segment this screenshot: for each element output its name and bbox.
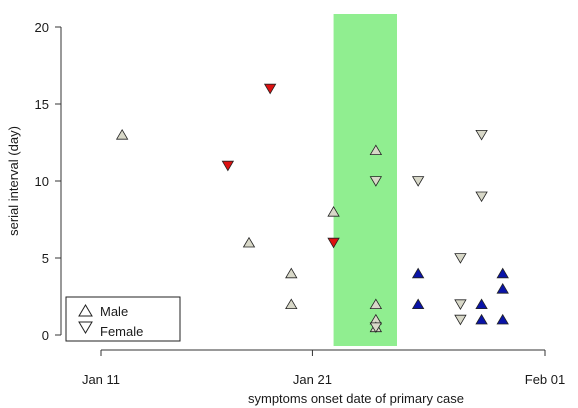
data-points — [115, 83, 509, 334]
female-point — [327, 237, 340, 249]
y-tick-label: 10 — [35, 174, 49, 189]
male-point — [242, 236, 256, 248]
female-point — [369, 322, 383, 334]
x-tick-label: Jan 21 — [293, 372, 332, 387]
male-point — [411, 298, 425, 309]
y-axis-label: serial interval (day) — [6, 126, 21, 236]
y-tick-label: 20 — [35, 20, 49, 35]
y-tick-label: 15 — [35, 97, 49, 112]
legend-female-label: Female — [100, 324, 143, 339]
female-point — [221, 160, 235, 172]
y-tick-label: 5 — [42, 251, 49, 266]
male-point — [369, 298, 383, 309]
male-point — [496, 283, 509, 294]
female-point — [369, 176, 383, 187]
female-point — [475, 191, 488, 203]
legend-box — [65, 296, 181, 342]
female-point — [454, 314, 467, 326]
tick-layer: 0 5 10 15 20 Jan 11 Jan 21 Feb 01 — [35, 20, 566, 387]
shaded-region — [333, 14, 397, 346]
male-point — [285, 267, 298, 279]
legend-female-icon — [78, 321, 93, 334]
male-point — [496, 313, 509, 325]
male-point — [115, 129, 129, 140]
female-point — [263, 83, 277, 95]
female-point — [411, 176, 425, 187]
male-point — [411, 267, 425, 279]
x-tick-label: Jan 11 — [82, 372, 120, 387]
legend-male-label: Male — [100, 304, 128, 319]
female-point — [454, 253, 467, 264]
shaded-region-layer — [333, 14, 397, 346]
male-point — [475, 298, 488, 309]
legend: Male Female — [65, 296, 181, 342]
y-tick-label: 0 — [42, 328, 49, 343]
male-point — [496, 267, 509, 279]
x-axis-label: symptoms onset date of primary case — [248, 391, 464, 406]
male-point — [475, 313, 488, 325]
x-tick-label: Feb 01 — [525, 372, 565, 387]
legend-male-icon — [78, 304, 93, 317]
male-point — [327, 206, 340, 217]
female-point — [475, 130, 488, 141]
male-point — [285, 298, 298, 309]
female-point — [454, 299, 467, 310]
male-point — [369, 144, 383, 155]
